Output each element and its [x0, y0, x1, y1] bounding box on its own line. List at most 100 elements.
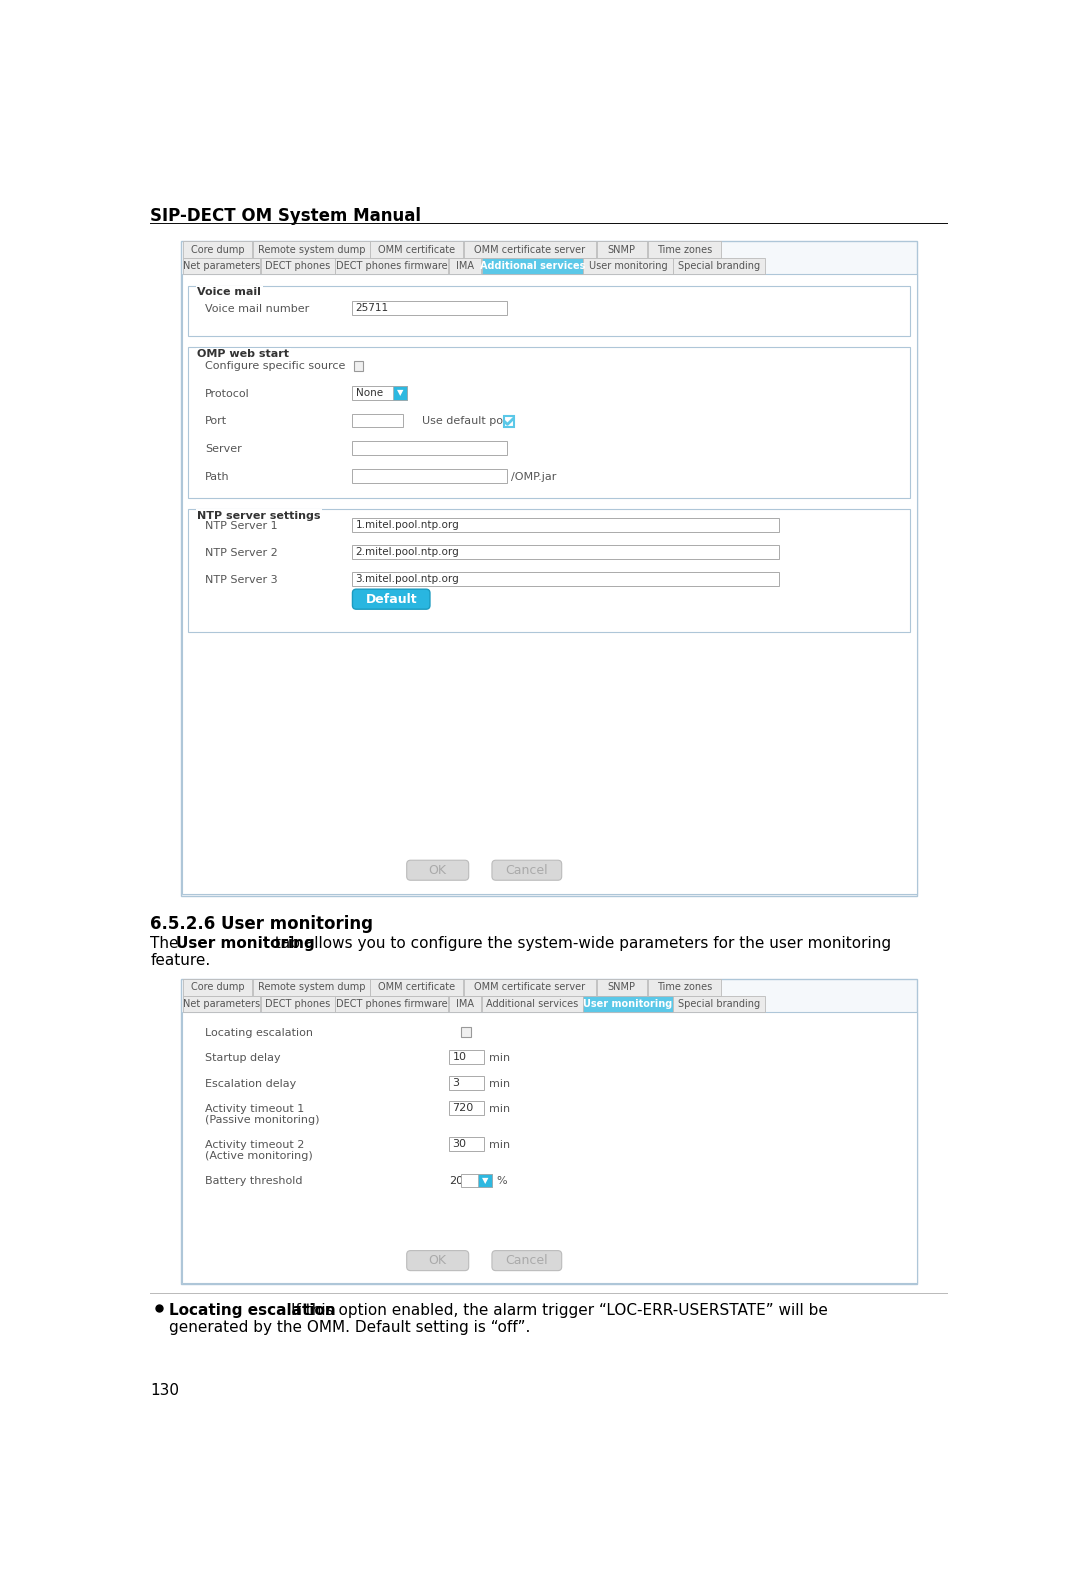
Bar — [596, 979, 646, 996]
Text: Core dump: Core dump — [191, 244, 244, 255]
Text: NTP Server 2: NTP Server 2 — [206, 549, 278, 558]
Text: The: The — [150, 936, 183, 952]
Bar — [371, 979, 463, 996]
Text: min: min — [489, 1078, 510, 1088]
Text: Cancel: Cancel — [506, 864, 548, 877]
Text: IMA: IMA — [456, 999, 474, 1009]
Text: Voice mail number: Voice mail number — [206, 305, 310, 314]
Text: OK: OK — [429, 1255, 446, 1267]
Text: OMM certificate: OMM certificate — [378, 244, 456, 255]
Text: User monitoring: User monitoring — [176, 936, 314, 952]
Text: DECT phones firmware: DECT phones firmware — [335, 999, 447, 1009]
Text: SIP-DECT OM System Manual: SIP-DECT OM System Manual — [150, 208, 421, 225]
Text: User monitoring: User monitoring — [584, 999, 673, 1009]
Text: Additional services: Additional services — [479, 262, 585, 271]
Bar — [464, 979, 595, 996]
Bar — [461, 1174, 492, 1188]
Text: Activity timeout 1: Activity timeout 1 — [206, 1104, 305, 1113]
Text: 3.mitel.pool.ntp.org: 3.mitel.pool.ntp.org — [356, 574, 459, 584]
Text: None: None — [356, 389, 382, 398]
Bar — [183, 259, 260, 274]
FancyBboxPatch shape — [407, 860, 469, 880]
Text: 2.mitel.pool.ntp.org: 2.mitel.pool.ntp.org — [356, 547, 459, 557]
Text: Locating escalation: Locating escalation — [168, 1304, 335, 1318]
Bar — [596, 241, 646, 259]
Text: /OMP.jar: /OMP.jar — [510, 471, 556, 482]
Bar — [464, 241, 595, 259]
Bar — [448, 996, 481, 1012]
Text: Net parameters: Net parameters — [183, 262, 260, 271]
Text: DECT phones: DECT phones — [265, 262, 330, 271]
Bar — [354, 362, 363, 371]
Text: ▼: ▼ — [396, 389, 403, 398]
Text: Use default port: Use default port — [422, 416, 512, 427]
Text: (Passive monitoring): (Passive monitoring) — [206, 1115, 320, 1124]
Bar — [335, 996, 447, 1012]
Bar — [353, 519, 779, 533]
Bar — [448, 259, 481, 274]
Bar — [449, 1101, 485, 1115]
Text: SNMP: SNMP — [608, 244, 636, 255]
Bar — [353, 469, 507, 482]
Bar — [481, 996, 583, 1012]
Text: OMM certificate server: OMM certificate server — [474, 982, 586, 993]
Text: Path: Path — [206, 471, 230, 482]
Bar — [182, 1012, 917, 1283]
Bar — [189, 285, 911, 336]
Bar — [478, 1174, 492, 1188]
Bar — [183, 996, 260, 1012]
Text: Time zones: Time zones — [657, 244, 712, 255]
Text: tab allows you to configure the system-wide parameters for the user monitoring: tab allows you to configure the system-w… — [271, 936, 891, 952]
Text: 20: 20 — [449, 1177, 463, 1186]
Bar — [182, 274, 917, 895]
Text: Net parameters: Net parameters — [183, 999, 260, 1009]
Bar — [449, 1075, 485, 1090]
Text: User monitoring: User monitoring — [589, 262, 668, 271]
Bar — [189, 347, 911, 498]
Text: Special branding: Special branding — [678, 999, 760, 1009]
Text: OMM certificate: OMM certificate — [378, 982, 456, 993]
Text: Core dump: Core dump — [191, 982, 244, 993]
Text: 3: 3 — [453, 1078, 459, 1088]
Bar — [584, 996, 672, 1012]
Text: Configure specific source: Configure specific source — [206, 362, 345, 371]
Text: Startup delay: Startup delay — [206, 1053, 281, 1063]
Text: 6.5.2.6 User monitoring: 6.5.2.6 User monitoring — [150, 915, 373, 933]
Bar — [481, 259, 583, 274]
Bar — [181, 979, 917, 1285]
Text: NTP server settings: NTP server settings — [197, 511, 321, 520]
Bar — [353, 414, 403, 428]
Text: Locating escalation: Locating escalation — [206, 1028, 313, 1037]
Text: : If this option enabled, the alarm trigger “LOC-ERR-USERSTATE” will be: : If this option enabled, the alarm trig… — [281, 1304, 828, 1318]
Text: Time zones: Time zones — [657, 982, 712, 993]
Bar — [648, 979, 721, 996]
Bar — [673, 996, 765, 1012]
Text: 720: 720 — [453, 1104, 474, 1113]
Bar — [183, 241, 252, 259]
Bar — [183, 979, 252, 996]
FancyBboxPatch shape — [353, 588, 430, 609]
Text: Protocol: Protocol — [206, 389, 250, 398]
Text: Remote system dump: Remote system dump — [258, 244, 365, 255]
FancyBboxPatch shape — [492, 860, 561, 880]
Text: Additional services: Additional services — [486, 999, 578, 1009]
Text: Escalation delay: Escalation delay — [206, 1078, 296, 1088]
Text: (Active monitoring): (Active monitoring) — [206, 1151, 313, 1161]
Text: Default: Default — [365, 593, 417, 606]
Text: Server: Server — [206, 444, 242, 454]
Bar — [648, 241, 721, 259]
Text: Voice mail: Voice mail — [197, 287, 261, 297]
Bar — [371, 241, 463, 259]
Text: DECT phones: DECT phones — [265, 999, 330, 1009]
Text: SNMP: SNMP — [608, 982, 636, 993]
Bar — [504, 416, 514, 427]
Bar — [584, 259, 672, 274]
Text: %: % — [496, 1177, 507, 1186]
Text: Port: Port — [206, 416, 227, 427]
Text: NTP Server 1: NTP Server 1 — [206, 522, 278, 531]
Bar — [253, 241, 370, 259]
Text: Remote system dump: Remote system dump — [258, 982, 365, 993]
Text: Activity timeout 2: Activity timeout 2 — [206, 1140, 305, 1150]
Bar — [181, 241, 917, 896]
Text: Cancel: Cancel — [506, 1255, 548, 1267]
